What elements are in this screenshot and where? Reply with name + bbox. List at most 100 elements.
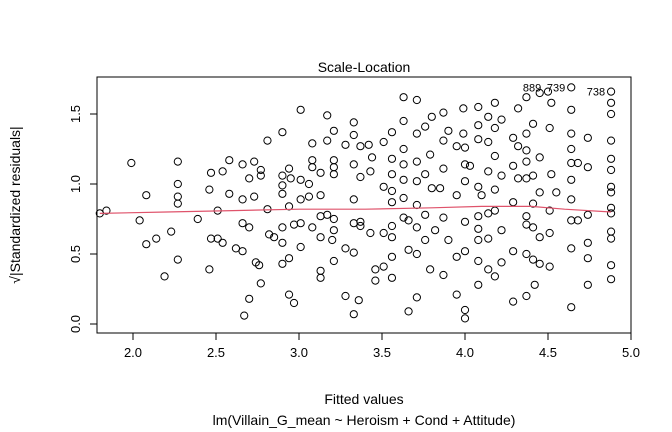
data-point [567, 129, 576, 138]
data-point [349, 310, 358, 319]
data-point [387, 273, 397, 282]
data-point [509, 247, 518, 256]
data-point [474, 135, 483, 144]
data-point [135, 216, 144, 225]
data-point [606, 234, 616, 243]
data-point [427, 184, 436, 193]
data-point [490, 206, 499, 215]
data-point [567, 144, 576, 154]
data-point [583, 238, 592, 247]
data-point [490, 98, 499, 107]
data-point [379, 137, 388, 147]
data-point [460, 160, 470, 169]
data-point [545, 262, 554, 271]
data-point [583, 163, 592, 172]
data-point [412, 177, 421, 186]
data-point [296, 242, 305, 252]
y-tick-label: 0.0 [68, 315, 83, 333]
data-point [484, 112, 493, 121]
data-point [490, 123, 499, 133]
data-point [439, 108, 448, 117]
data-point [399, 175, 408, 184]
data-point [173, 179, 182, 189]
data-point [474, 212, 483, 221]
data-point [323, 210, 332, 219]
data-point [225, 156, 234, 165]
data-point [356, 142, 365, 151]
data-point [245, 294, 254, 303]
data-point [509, 198, 518, 207]
data-point [289, 298, 299, 308]
data-point [459, 104, 468, 113]
data-point [387, 128, 397, 137]
data-point [522, 174, 531, 183]
data-point [583, 280, 592, 289]
point-label: 739 [547, 82, 565, 94]
data-point [284, 164, 294, 173]
data-point [552, 188, 561, 197]
data-point [193, 214, 202, 224]
data-point [173, 199, 182, 208]
y-tick-label: 0.5 [68, 245, 83, 263]
data-point [452, 142, 461, 151]
x-tick-label: 5.0 [622, 345, 640, 360]
data-point [255, 261, 264, 270]
data-point [263, 205, 272, 214]
smoother-line [99, 205, 612, 214]
data-point [225, 189, 234, 198]
data-point [477, 191, 486, 200]
data-point [412, 223, 421, 232]
point-label: 889 [523, 82, 541, 94]
data-point [522, 220, 531, 229]
data-point [436, 184, 445, 193]
data-point [341, 244, 350, 253]
data-point [465, 161, 475, 170]
data-point [535, 259, 544, 268]
data-point [490, 272, 499, 281]
data-point [387, 186, 397, 196]
data-point [278, 171, 287, 180]
x-tick-label: 3.5 [373, 345, 391, 360]
data-point [583, 210, 592, 219]
data-point [399, 160, 408, 169]
data-point [484, 265, 493, 274]
data-point [460, 217, 470, 226]
data-point [349, 160, 358, 169]
data-point [270, 233, 279, 242]
data-point [205, 265, 214, 274]
data-point [522, 146, 531, 155]
data-point [379, 262, 388, 271]
data-point [567, 158, 576, 168]
data-point [421, 170, 430, 179]
data-point [474, 256, 483, 266]
data-point [152, 234, 161, 243]
data-point [444, 235, 453, 245]
data-point [316, 191, 325, 200]
data-point [412, 129, 421, 138]
data-point [460, 143, 470, 152]
data-point [308, 156, 317, 165]
data-point [567, 83, 576, 92]
data-point [484, 167, 493, 176]
data-point [387, 221, 397, 231]
data-point [142, 240, 151, 249]
data-point [567, 216, 576, 225]
data-point [426, 150, 435, 159]
y-axis: 0.0 0.5 1.0 1.5 [68, 105, 98, 333]
data-point [573, 158, 582, 168]
point-label: 738 [587, 87, 605, 99]
data-point [528, 255, 538, 264]
data-point [474, 121, 483, 130]
data-point [308, 139, 317, 148]
data-point [514, 104, 523, 113]
data-point [308, 163, 317, 172]
data-point [256, 279, 265, 288]
data-point [528, 119, 538, 128]
data-point [329, 226, 338, 235]
data-point [354, 296, 363, 305]
data-point [412, 95, 421, 105]
data-point [329, 214, 338, 224]
data-point [329, 256, 338, 266]
data-point [452, 290, 461, 299]
